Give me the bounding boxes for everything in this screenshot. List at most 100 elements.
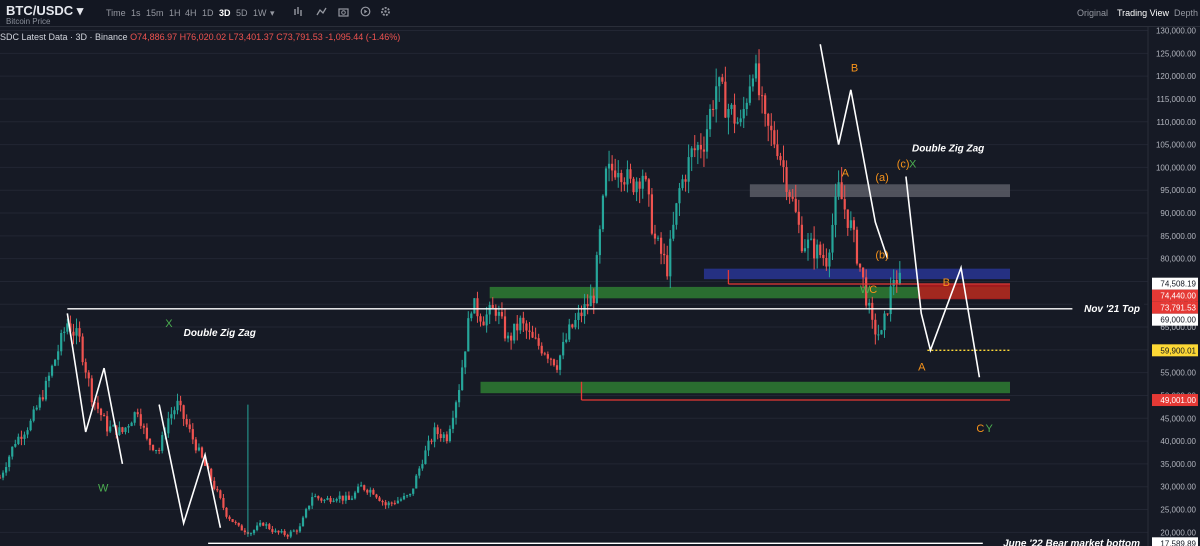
candle-body: [384, 502, 387, 506]
candle-body: [510, 335, 513, 341]
candle-body: [546, 354, 549, 359]
candle-body: [344, 495, 347, 501]
chart-legend: SDC Latest Data · 3D · Binance O74,886.9…: [0, 32, 400, 42]
view-depth[interactable]: Depth: [1174, 8, 1199, 18]
candle-body: [286, 534, 289, 537]
candle-body: [249, 533, 253, 535]
candle-body: [311, 496, 314, 506]
candle-body: [809, 238, 813, 240]
candle-body: [886, 313, 889, 315]
candle-body: [292, 530, 295, 532]
candle-body: [69, 323, 72, 332]
candle-body: [304, 509, 308, 518]
candle-body: [491, 305, 494, 308]
candle-body: [555, 365, 559, 370]
candle-body: [280, 530, 283, 533]
interval-3d[interactable]: 3D: [219, 8, 231, 18]
candle-body: [29, 420, 32, 431]
settings-icon[interactable]: [380, 6, 391, 20]
candle-body: [35, 407, 38, 410]
candle-body: [228, 516, 231, 520]
candle-body: [488, 305, 491, 315]
view-original[interactable]: Original: [1077, 8, 1109, 18]
candle-body: [696, 144, 699, 151]
view-trading-view[interactable]: Trading View: [1117, 8, 1170, 18]
candle-body: [326, 498, 329, 500]
candle-body: [656, 237, 660, 239]
candle-body: [210, 468, 213, 481]
candle-body: [690, 148, 693, 158]
symbol-selector[interactable]: BTC/USDC ▾: [6, 3, 83, 19]
candle-body: [372, 489, 375, 495]
candle-body: [767, 113, 770, 126]
candle-body: [641, 175, 644, 189]
candle-body: [558, 355, 562, 370]
candle-body: [736, 122, 739, 124]
candle-body: [66, 323, 69, 332]
y-tick-label: 100,000.00: [1156, 163, 1197, 172]
indicators-icon[interactable]: [316, 6, 327, 20]
interval-15m[interactable]: 15m: [146, 8, 164, 18]
replay-icon[interactable]: [360, 6, 371, 20]
interval-dropdown-icon[interactable]: ▾: [270, 8, 275, 18]
candle-body: [506, 335, 510, 339]
price-chart[interactable]: 20,000.00 25,000.00 30,000.00 35,000.00 40,0…: [0, 26, 1200, 546]
hline-label-bg: [1072, 301, 1144, 315]
candle-body: [825, 257, 828, 267]
candle-body: [387, 502, 390, 506]
candle-body: [822, 254, 825, 258]
y-tick-label: 25,000.00: [1160, 506, 1196, 515]
candle-body: [442, 434, 445, 438]
candle-body: [5, 467, 8, 473]
candle-body: [353, 492, 357, 499]
candle-body: [179, 400, 182, 406]
candle-body: [225, 507, 228, 517]
interval-1d[interactable]: 1D: [202, 8, 214, 18]
candle-body: [412, 488, 415, 494]
y-tick-label: 125,000.00: [1156, 49, 1197, 58]
candle-body: [751, 78, 755, 87]
candle-body: [877, 334, 880, 336]
candle-body: [20, 436, 23, 439]
camera-icon[interactable]: [338, 6, 349, 20]
candle-body: [614, 170, 617, 178]
price-label: 74,440.00: [1160, 292, 1196, 301]
wave-annotation: C: [976, 423, 984, 435]
wave-annotation: X: [165, 318, 173, 330]
candle-body: [237, 522, 240, 526]
candle-body: [828, 252, 831, 267]
candle-body: [757, 63, 761, 96]
candle-body: [57, 351, 60, 360]
candle-body: [148, 438, 152, 445]
candle-body: [571, 324, 574, 328]
interval-4h[interactable]: 4H: [185, 8, 197, 18]
candle-body: [611, 163, 614, 171]
candle-body: [773, 130, 776, 145]
candle-body: [335, 498, 338, 501]
candle-body: [381, 501, 384, 503]
candle-body: [816, 244, 819, 259]
interval-5d[interactable]: 5D: [236, 8, 248, 18]
price-label-bg: [1152, 313, 1198, 326]
interval-time[interactable]: Time: [106, 8, 126, 18]
candle-body: [314, 496, 317, 498]
candle-body: [522, 317, 525, 324]
wave-annotation: (c): [897, 158, 910, 170]
chart-type-icon[interactable]: [293, 6, 304, 20]
candle-body: [451, 417, 455, 429]
candle-body: [332, 500, 335, 502]
candle-body: [44, 380, 48, 400]
candle-body: [473, 298, 476, 314]
candle-body: [724, 81, 727, 118]
interval-1h[interactable]: 1H: [169, 8, 181, 18]
wave-annotation: (a): [875, 172, 888, 184]
candle-body: [898, 272, 901, 285]
interval-1s[interactable]: 1s: [131, 8, 141, 18]
interval-1w[interactable]: 1W: [253, 8, 267, 18]
candle-body: [262, 522, 265, 526]
y-tick-label: 110,000.00: [1157, 118, 1197, 127]
candle-body: [626, 169, 629, 185]
wave-line: [819, 44, 889, 259]
candle-body: [72, 331, 75, 336]
candle-body: [586, 304, 589, 307]
